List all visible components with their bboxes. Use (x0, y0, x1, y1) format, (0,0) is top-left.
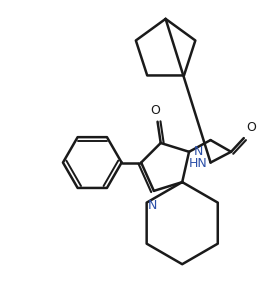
Text: O: O (247, 121, 257, 134)
Text: HN: HN (189, 157, 208, 170)
Text: O: O (151, 104, 161, 117)
Text: N: N (148, 199, 157, 212)
Text: N: N (194, 145, 203, 158)
